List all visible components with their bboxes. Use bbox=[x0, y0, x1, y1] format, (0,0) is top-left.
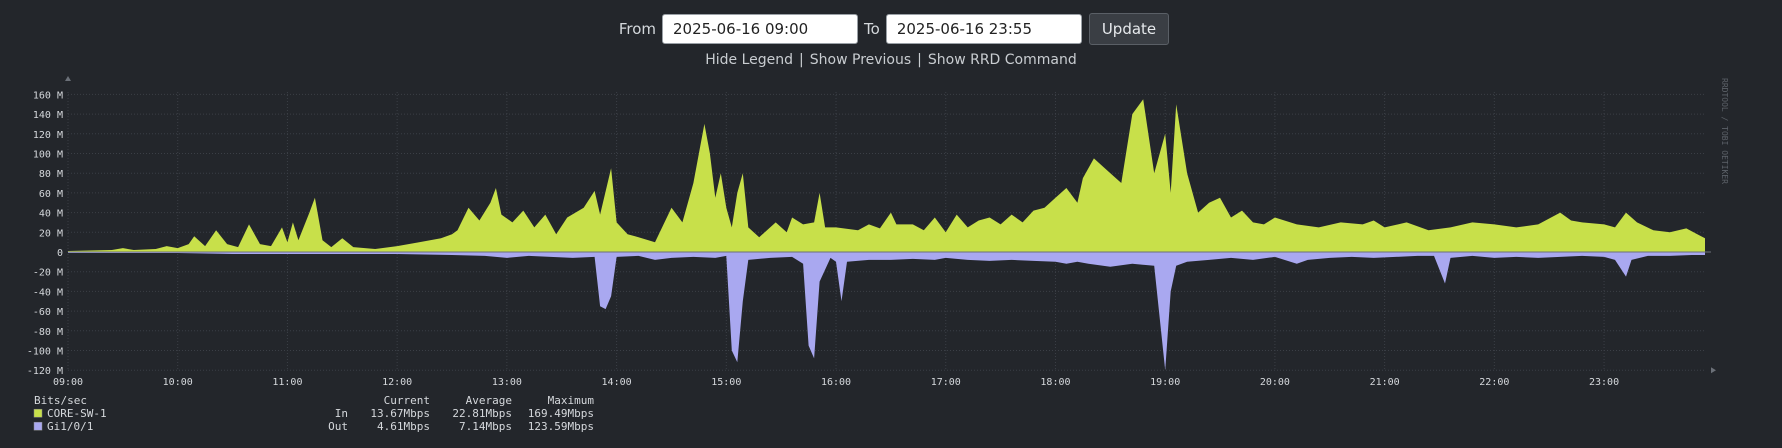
y-tick-label: 40 M bbox=[39, 209, 63, 220]
x-axis-arrow-icon bbox=[1711, 367, 1716, 374]
x-tick-label: 09:00 bbox=[53, 377, 83, 388]
show-previous-link[interactable]: Show Previous bbox=[809, 52, 912, 68]
y-tick-label: -80 M bbox=[33, 327, 63, 338]
graph-legend: Bits/sec Current Average Maximum CORE-SW-1 In… bbox=[33, 394, 595, 433]
from-label: From bbox=[618, 20, 657, 38]
show-rrd-command-link[interactable]: Show RRD Command bbox=[927, 52, 1077, 68]
legend-col-current: Current bbox=[384, 394, 430, 407]
traffic-graph: 160 M 140 M 120 M 100 M 80 M 60 M 40 M 20 M 0 -20… bbox=[27, 76, 1729, 433]
x-axis-labels: 09:00 10:00 11:00 12:00 13:00 14:00 15:00 16:00… bbox=[53, 377, 1619, 388]
y-tick-label: -20 M bbox=[33, 268, 63, 279]
legend-maximum-value: 169.49Mbps bbox=[528, 407, 594, 420]
y-axis-arrow-icon bbox=[65, 76, 71, 81]
legend-current-value: 13.67Mbps bbox=[370, 407, 430, 420]
x-tick-label: 12:00 bbox=[382, 377, 412, 388]
x-tick-label: 18:00 bbox=[1040, 377, 1070, 388]
y-tick-label: 140 M bbox=[33, 110, 63, 121]
x-tick-label: 23:00 bbox=[1589, 377, 1619, 388]
to-label: To bbox=[864, 20, 880, 38]
x-tick-label: 16:00 bbox=[821, 377, 851, 388]
y-tick-label: 0 bbox=[57, 248, 63, 259]
legend-col-average: Average bbox=[466, 394, 512, 407]
rrdtool-watermark: RRDTOOL / TOBI OETIKER bbox=[1720, 78, 1729, 184]
legend-direction: In bbox=[335, 407, 348, 420]
legend-unit-label: Bits/sec bbox=[34, 394, 87, 407]
y-tick-label: -60 M bbox=[33, 307, 63, 318]
graph-links: Hide Legend | Show Previous | Show RRD Comma… bbox=[0, 52, 1782, 68]
date-range-controls: From To Update bbox=[0, 12, 1782, 46]
inbound-traffic-area bbox=[68, 99, 1705, 252]
x-tick-label: 20:00 bbox=[1260, 377, 1290, 388]
x-tick-label: 11:00 bbox=[272, 377, 302, 388]
legend-direction: Out bbox=[328, 420, 348, 433]
y-tick-label: 60 M bbox=[39, 189, 63, 200]
legend-average-value: 22.81Mbps bbox=[452, 407, 512, 420]
x-tick-label: 19:00 bbox=[1150, 377, 1180, 388]
y-tick-label: 100 M bbox=[33, 150, 63, 161]
y-tick-label: -120 M bbox=[27, 366, 63, 377]
link-separator: | bbox=[917, 52, 922, 68]
x-tick-label: 13:00 bbox=[492, 377, 522, 388]
legend-current-value: 4.61Mbps bbox=[377, 420, 430, 433]
update-button[interactable]: Update bbox=[1088, 13, 1170, 45]
y-tick-label: -40 M bbox=[33, 287, 63, 298]
y-tick-label: 120 M bbox=[33, 130, 63, 141]
x-tick-label: 21:00 bbox=[1370, 377, 1400, 388]
legend-col-maximum: Maximum bbox=[548, 394, 595, 407]
x-tick-label: 22:00 bbox=[1479, 377, 1509, 388]
legend-average-value: 7.14Mbps bbox=[459, 420, 512, 433]
from-date-input[interactable] bbox=[662, 14, 859, 44]
legend-series-name: CORE-SW-1 bbox=[47, 407, 107, 420]
x-tick-label: 14:00 bbox=[602, 377, 632, 388]
y-axis-labels: 160 M 140 M 120 M 100 M 80 M 60 M 40 M 20 M 0 -20… bbox=[27, 90, 63, 377]
link-separator: | bbox=[799, 52, 804, 68]
y-tick-label: -100 M bbox=[27, 347, 63, 358]
legend-series-name: Gi1/0/1 bbox=[47, 420, 93, 433]
x-tick-label: 10:00 bbox=[163, 377, 193, 388]
outbound-traffic-area bbox=[68, 252, 1705, 371]
y-tick-label: 80 M bbox=[39, 169, 63, 180]
hide-legend-link[interactable]: Hide Legend bbox=[705, 52, 794, 68]
legend-swatch bbox=[33, 408, 43, 418]
x-tick-label: 17:00 bbox=[931, 377, 961, 388]
legend-maximum-value: 123.59Mbps bbox=[528, 420, 594, 433]
x-tick-label: 15:00 bbox=[711, 377, 741, 388]
y-tick-label: 160 M bbox=[33, 90, 63, 101]
y-tick-label: 20 M bbox=[39, 228, 63, 239]
legend-swatch bbox=[33, 421, 43, 431]
to-date-input[interactable] bbox=[885, 14, 1082, 44]
grid-lines bbox=[67, 92, 1705, 371]
